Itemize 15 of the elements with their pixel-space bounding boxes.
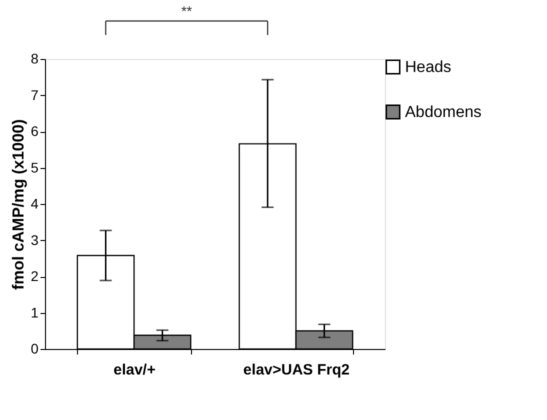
y-tick-label: 4 <box>30 196 39 212</box>
x-tick-label: elav>UAS Frq2 <box>243 362 350 378</box>
y-tick-label: 6 <box>30 123 39 139</box>
y-tick-label: 8 <box>30 50 39 66</box>
y-tick-label: 3 <box>30 232 39 248</box>
y-tick-label: 7 <box>30 86 39 103</box>
y-tick-label: 5 <box>30 159 39 176</box>
legend-label: Abdomens <box>405 104 482 121</box>
legend-label: Heads <box>405 59 452 76</box>
y-axis-title: fmol cAMP/mg (x1000) <box>10 119 28 290</box>
text: ** <box>181 3 193 19</box>
y-tick-label: 0 <box>30 340 39 356</box>
y-tick-label: 2 <box>30 268 39 284</box>
y-tick-label: 1 <box>30 304 39 320</box>
x-tick-label: elav/+ <box>113 362 156 378</box>
